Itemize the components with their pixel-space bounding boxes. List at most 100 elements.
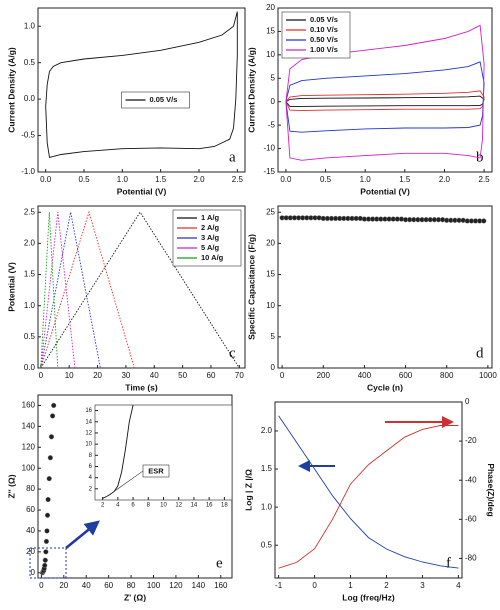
y-tick-label: 1.5 xyxy=(261,464,273,473)
y-tick-label: 0.0 xyxy=(24,94,36,103)
x-tick-label: -1 xyxy=(275,581,283,590)
y-tick-label: -5 xyxy=(268,120,276,129)
panel-label: e xyxy=(216,555,223,571)
x-tick-label: 0 xyxy=(39,581,44,590)
x-tick-label: 0.0 xyxy=(40,175,52,184)
annotation-pointer xyxy=(110,470,144,495)
x-tick-label: 2.0 xyxy=(193,175,205,184)
x-tick-label: 1.0 xyxy=(117,175,129,184)
y-axis-label: Specific Capacitance (F/g) xyxy=(246,234,256,340)
y-tick-label: 2 xyxy=(89,486,93,492)
x-tick-label: 400 xyxy=(358,371,372,380)
y-tick-label: 10 xyxy=(85,442,92,448)
point xyxy=(44,512,51,518)
x-tick-label: 0.0 xyxy=(280,175,292,184)
x-tick-label: 50 xyxy=(178,371,187,380)
x-tick-label: 200 xyxy=(317,371,331,380)
y-tick-label: 2.5 xyxy=(24,207,36,216)
annotation: ESR xyxy=(148,466,164,475)
panel-label: a xyxy=(229,149,236,165)
y-tick-label: 40 xyxy=(26,526,35,535)
y-tick-label: 5 xyxy=(271,73,276,82)
plot-frame xyxy=(37,205,246,369)
x-axis-label: Potential (V) xyxy=(360,186,410,196)
x-tick-label: 0 xyxy=(280,371,285,380)
x-tick-label: 60 xyxy=(207,371,216,380)
legend-label: 0.05 V/s xyxy=(150,95,178,104)
point xyxy=(47,455,53,461)
point xyxy=(51,402,57,409)
y-tick-label: 20 xyxy=(266,238,275,247)
point xyxy=(45,496,51,503)
point xyxy=(42,557,48,563)
series-line xyxy=(278,425,459,569)
y-tick-label: 0.5 xyxy=(24,58,36,67)
x-axis-label: Potential (V) xyxy=(117,186,167,196)
y-tick-label: 5 xyxy=(271,332,276,341)
y-tick-label: 140 xyxy=(22,421,36,430)
x-tick-label: 10 xyxy=(160,503,167,509)
x-axis-label: Log (freq/Hz) xyxy=(342,592,395,602)
legend-label: 1 A/g xyxy=(201,213,219,222)
x-tick-label: 100 xyxy=(147,581,161,590)
x-axis-label: Cycle (n) xyxy=(367,382,403,392)
x-tick-label: 1.0 xyxy=(360,175,372,184)
y-tick-label: 0.5 xyxy=(261,540,273,549)
legend-label: 1.00 V/s xyxy=(310,45,338,54)
x-tick-label: 0 xyxy=(312,581,317,590)
y-tick-label: 0.0 xyxy=(24,363,36,372)
y-tick-label: 15 xyxy=(266,270,275,279)
legend-box xyxy=(121,91,190,109)
point xyxy=(42,562,48,569)
point xyxy=(43,538,50,545)
point xyxy=(49,413,56,419)
y-tick-label: 100 xyxy=(22,463,36,472)
y-tick-label: -10 xyxy=(263,144,275,153)
x-tick-label: 2.5 xyxy=(232,175,244,184)
y-tick-label: 20 xyxy=(26,547,35,556)
y-tick-label: 120 xyxy=(22,442,36,451)
plot-frame xyxy=(37,7,246,173)
y-axis-label: Log | Z |/Ω xyxy=(243,469,253,511)
y-tick-label: 1.0 xyxy=(24,301,36,310)
x-tick-label: 20 xyxy=(93,371,102,380)
x-tick-label: 14 xyxy=(191,503,198,509)
plot-frame xyxy=(274,401,463,579)
y-tick-label: 0 xyxy=(271,363,276,372)
legend-label: 5 A/g xyxy=(201,243,219,252)
x-tick-label: 1.5 xyxy=(155,175,167,184)
y-tick-label: 15 xyxy=(266,27,275,36)
y-tick-label: 16 xyxy=(85,408,92,414)
point xyxy=(481,218,487,224)
zoom-arrow xyxy=(65,520,100,549)
plot-frame xyxy=(94,404,233,501)
y2-tick-label: -60 xyxy=(465,514,477,523)
legend-label: 0.10 V/s xyxy=(310,25,338,34)
plot-frame xyxy=(277,7,493,173)
x-tick-label: 20 xyxy=(59,581,68,590)
x-tick-label: 8 xyxy=(147,503,151,509)
y-tick-label: 1.0 xyxy=(24,21,36,30)
x-tick-label: 800 xyxy=(440,371,454,380)
x-axis-label: Z' (Ω) xyxy=(124,592,146,602)
panel-label: d xyxy=(476,345,484,361)
series-line xyxy=(40,212,76,369)
y-axis-label: Current Density (A/g) xyxy=(6,47,16,133)
x-tick-label: 2.0 xyxy=(439,175,451,184)
legend-label: 3 A/g xyxy=(201,233,219,242)
series-line xyxy=(40,210,135,369)
x-tick-label: 1 xyxy=(348,581,353,590)
series-line xyxy=(40,212,59,369)
y-tick-label: 1.0 xyxy=(261,502,273,511)
x-tick-label: 600 xyxy=(399,371,413,380)
legend-label: 0.05 V/s xyxy=(310,15,338,24)
series-line xyxy=(278,415,459,569)
point xyxy=(48,434,55,440)
panel-label: f xyxy=(446,555,451,571)
x-tick-label: 16 xyxy=(206,503,213,509)
y-tick-label: -0.5 xyxy=(21,131,35,140)
x-tick-label: 4 xyxy=(116,503,120,509)
y-tick-label: 25 xyxy=(266,207,275,216)
y-tick-label: 12 xyxy=(85,431,92,437)
x-tick-label: 12 xyxy=(175,503,182,509)
